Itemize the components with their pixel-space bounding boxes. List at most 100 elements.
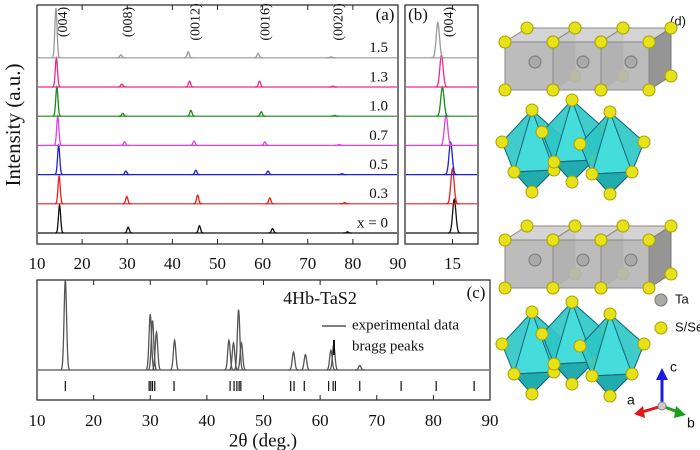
- atom: [568, 219, 582, 233]
- polyhedron: [504, 41, 554, 91]
- x-tick-label: 70: [368, 411, 385, 430]
- peak: [334, 143, 344, 147]
- x-tick-label: 90: [482, 411, 499, 430]
- atom: [625, 367, 639, 381]
- peak: [116, 54, 126, 59]
- atom: [603, 389, 617, 403]
- atom: [498, 35, 512, 49]
- peak: [52, 84, 62, 117]
- x-tick-label: 15: [444, 254, 461, 273]
- peak: [444, 140, 458, 176]
- peak: [223, 338, 234, 371]
- atom: [637, 337, 651, 351]
- series-label: 1.3: [369, 69, 388, 85]
- x-tick-label: 30: [119, 254, 136, 273]
- peak: [439, 113, 453, 147]
- legend-atom: [654, 321, 668, 335]
- atom: [664, 69, 678, 83]
- atom: [603, 307, 617, 321]
- atom: [546, 233, 560, 247]
- peak: [122, 195, 132, 205]
- atom: [664, 219, 678, 233]
- peak-annotation: (004): [442, 7, 457, 38]
- peak-annotation: (008): [121, 7, 136, 38]
- atom: [546, 35, 560, 49]
- peak-annotation: (0020): [331, 3, 346, 41]
- peak: [343, 231, 352, 234]
- peak-annotation: (0016): [258, 3, 273, 41]
- peak: [263, 170, 273, 176]
- panel-label: (a): [376, 5, 395, 24]
- arrow-head: [656, 368, 668, 380]
- atom: [525, 103, 539, 117]
- peak: [253, 52, 263, 59]
- polyhedron: [512, 169, 556, 193]
- ta-atom: [576, 253, 590, 267]
- peak: [431, 20, 445, 59]
- peak-annotation: (0012): [188, 3, 203, 41]
- x-tick-label: 40: [164, 254, 181, 273]
- peak: [326, 56, 336, 59]
- peak: [151, 329, 162, 371]
- x-tick-label: 50: [209, 254, 226, 273]
- atom: [507, 165, 521, 179]
- peak: [60, 279, 71, 371]
- series-label: 1.0: [369, 99, 388, 115]
- peak: [354, 364, 365, 371]
- peak: [434, 53, 449, 88]
- x-tick-label: 10: [29, 254, 46, 273]
- peak: [191, 169, 201, 176]
- atom: [642, 83, 656, 97]
- polyhedron: [590, 171, 634, 195]
- atom: [565, 93, 579, 107]
- polyhedron: [600, 41, 650, 91]
- x-tick-label: 60: [254, 254, 271, 273]
- peak: [435, 85, 450, 117]
- peak: [445, 166, 460, 205]
- peak: [169, 338, 180, 371]
- polyhedron: [504, 239, 554, 289]
- panel-label: (c): [467, 283, 486, 302]
- x-tick-label: 20: [74, 254, 91, 273]
- atom: [565, 295, 579, 309]
- x-tick-label: 10: [29, 411, 46, 430]
- legend-label: bragg peaks: [352, 338, 424, 354]
- atom: [594, 83, 608, 97]
- atom: [546, 83, 560, 97]
- peak: [337, 173, 347, 176]
- atom: [565, 377, 579, 391]
- x-tick-label: 20: [85, 411, 102, 430]
- peak: [117, 83, 127, 88]
- atom: [616, 21, 630, 35]
- peak: [121, 170, 131, 176]
- series-label: x = 0: [357, 215, 388, 231]
- polyhedron: [512, 371, 556, 395]
- x-tick-label: 60: [312, 411, 329, 430]
- atom: [664, 267, 678, 281]
- peak: [256, 111, 266, 117]
- peak: [268, 227, 277, 234]
- polyhedron: [600, 239, 650, 289]
- arrow-head: [634, 406, 645, 418]
- peak: [447, 197, 461, 234]
- atom: [520, 21, 534, 35]
- axis-label: a: [627, 392, 635, 408]
- ta-atom: [624, 253, 638, 267]
- atom: [498, 281, 512, 295]
- atom: [585, 369, 599, 383]
- peak: [53, 113, 63, 147]
- polyhedron: [590, 373, 634, 397]
- peak: [183, 51, 193, 59]
- peak: [330, 114, 340, 117]
- polyhedron: [552, 159, 596, 183]
- atom: [507, 367, 521, 381]
- axis-label: b: [687, 415, 695, 431]
- legend-label: S/Se: [675, 319, 700, 334]
- ta-atom: [528, 55, 542, 69]
- atom: [547, 155, 561, 169]
- series-label: 1.5: [369, 40, 388, 56]
- x-tick-label: 40: [198, 411, 215, 430]
- peak: [147, 320, 158, 371]
- peak: [228, 341, 239, 371]
